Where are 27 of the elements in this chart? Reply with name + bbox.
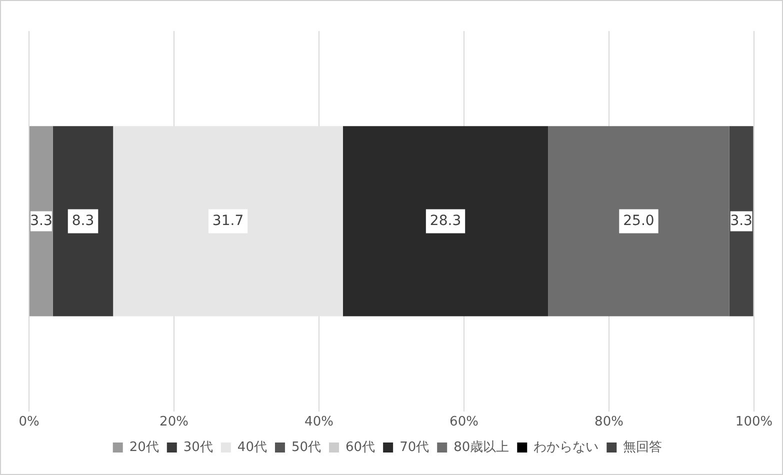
legend-label: 40代: [237, 440, 267, 455]
legend-label: 無回答: [623, 440, 662, 455]
x-tick-label: 80%: [594, 414, 624, 430]
bar: [30, 126, 53, 316]
data-label: 8.3: [72, 212, 94, 229]
bar: [729, 126, 754, 316]
data-label: 3.3: [730, 212, 752, 229]
x-tick-label: 60%: [450, 414, 478, 430]
legend-label: 20代: [129, 440, 159, 455]
data-label: 31.7: [212, 212, 244, 229]
bar: [548, 126, 730, 316]
legend-label: 30代: [183, 440, 213, 455]
data-label: 25.0: [623, 212, 654, 229]
legend-label: わからない: [534, 440, 599, 455]
legend-label: 70代: [400, 440, 430, 455]
data-label: 3.3: [30, 212, 52, 229]
data-label: 28.3: [430, 212, 462, 229]
bar: [113, 126, 343, 316]
x-tick-label: 0%: [18, 414, 40, 430]
x-tick-label: 40%: [304, 414, 334, 430]
x-tick-label: 100%: [735, 414, 773, 430]
legend-label: 60代: [346, 440, 376, 455]
legend-label: 50代: [291, 440, 322, 455]
bar: [52, 126, 114, 316]
x-tick-label: 20%: [160, 414, 188, 430]
bar: [342, 126, 548, 316]
legend-label: 80歳以上: [454, 440, 510, 455]
